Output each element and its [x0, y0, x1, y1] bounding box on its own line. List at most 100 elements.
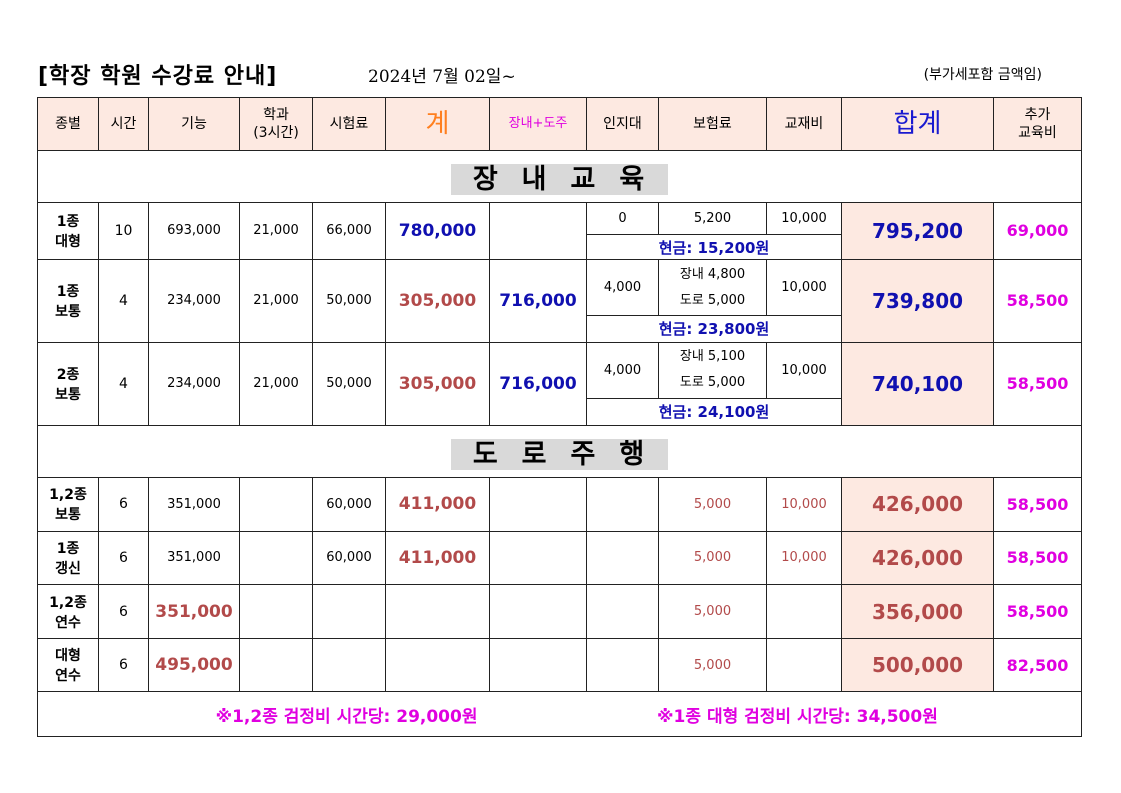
col-header-insurance: 보험료: [658, 97, 767, 151]
row-material: [766, 584, 842, 639]
table-row: 1종 갱신 6 351,000 60,000 411,000 5,000 10,0…: [37, 530, 1082, 586]
row-subtotal: [385, 584, 490, 639]
col-header-subtotal: 계: [385, 97, 490, 151]
row-stamp: 0: [586, 202, 659, 236]
row-skill: 693,000: [148, 202, 240, 260]
col-header-extra-line1: 추가: [1024, 106, 1051, 123]
row-insurance: 5,000: [658, 530, 767, 586]
table-header-row: 종별 시간 기능 학과 (3시간) 시험료 계 장내+도주 인지대 보험료 교재…: [37, 97, 1082, 151]
tuition-table: 종별 시간 기능 학과 (3시간) 시험료 계 장내+도주 인지대 보험료 교재…: [37, 97, 1082, 737]
row-skill: 234,000: [148, 258, 240, 343]
row-theory: [239, 637, 313, 693]
row-course-road: [489, 584, 587, 639]
row-hours: 6: [98, 584, 149, 639]
col-header-course-road: 장내+도주: [489, 97, 587, 151]
row-insurance-road: 도로 5,000: [679, 292, 746, 308]
row-exam: 60,000: [312, 530, 386, 586]
row-skill: 234,000: [148, 341, 240, 426]
row-type: 1,2종 보통: [37, 477, 99, 532]
row-stamp: 4,000: [586, 341, 659, 400]
section-road-label: 도로주행: [450, 438, 669, 470]
col-header-theory-line1: 학과: [263, 106, 289, 123]
row-theory: 21,000: [239, 202, 313, 260]
row-type: 1종 갱신: [37, 530, 99, 586]
row-insurance: 5,200: [658, 202, 767, 236]
row-material: 10,000: [766, 530, 842, 586]
row-extra: 58,500: [993, 341, 1082, 426]
row-exam: 66,000: [312, 202, 386, 260]
table-row: 2종 보통 4 234,000 21,000 50,000 305,000 716…: [37, 341, 1082, 426]
row-total: 795,200: [841, 202, 994, 260]
row-type-line1: 1종: [56, 283, 80, 300]
row-type: 2종 보통: [37, 341, 99, 426]
footer-note-class1-large: ※1종 대형 검정비 시간당: 34,500원: [657, 706, 938, 727]
row-type-line2: 보통: [55, 303, 81, 320]
row-type-line1: 1종: [56, 213, 80, 230]
row-insurance: 5,000: [658, 477, 767, 532]
row-type-line1: 1,2종: [49, 594, 87, 611]
row-extra: 82,500: [993, 637, 1082, 693]
footer-notes: ※1,2종 검정비 시간당: 29,000원 ※1종 대형 검정비 시간당: 3…: [37, 691, 1082, 737]
row-course-road: [489, 202, 587, 260]
row-hours: 6: [98, 637, 149, 693]
row-type-line1: 2종: [56, 366, 80, 383]
row-type: 대형 연수: [37, 637, 99, 693]
row-type-line2: 보통: [55, 507, 81, 524]
row-subtotal: 780,000: [385, 202, 490, 260]
col-header-stamp: 인지대: [586, 97, 659, 151]
row-material: 10,000: [766, 202, 842, 236]
row-theory: 21,000: [239, 341, 313, 426]
row-exam: 50,000: [312, 258, 386, 343]
row-extra: 58,500: [993, 530, 1082, 586]
row-material: 10,000: [766, 477, 842, 532]
col-header-theory: 학과 (3시간): [239, 97, 313, 151]
row-theory: 21,000: [239, 258, 313, 343]
row-hours: 6: [98, 477, 149, 532]
row-stamp: [586, 637, 659, 693]
row-subtotal: [385, 637, 490, 693]
row-course-road: [489, 637, 587, 693]
vat-note: (부가세포함 금액임): [923, 67, 1042, 83]
section-course-label: 장내교육: [450, 163, 669, 195]
row-exam: 50,000: [312, 341, 386, 426]
table-row: 1,2종 보통 6 351,000 60,000 411,000 5,000 10…: [37, 477, 1082, 532]
row-stamp: [586, 584, 659, 639]
table-row: 1종 보통 4 234,000 21,000 50,000 305,000 716…: [37, 258, 1082, 343]
row-extra: 58,500: [993, 477, 1082, 532]
row-cash-total: 현금: 23,800원: [586, 315, 842, 343]
row-theory: [239, 477, 313, 532]
col-header-exam: 시험료: [312, 97, 386, 151]
col-header-extra-line2: 교육비: [1018, 124, 1057, 141]
row-total: 500,000: [841, 637, 994, 693]
row-exam: [312, 584, 386, 639]
row-theory: [239, 530, 313, 586]
row-course-road: [489, 477, 587, 532]
footer-note-class12: ※1,2종 검정비 시간당: 29,000원: [215, 706, 478, 727]
col-header-theory-line2: (3시간): [253, 124, 299, 141]
row-insurance: 장내 4,800 도로 5,000: [658, 258, 767, 317]
row-total: 356,000: [841, 584, 994, 639]
row-material: 10,000: [766, 258, 842, 317]
effective-date: 2024년 7월 02일~: [368, 67, 516, 87]
row-type-line2: 연수: [55, 614, 81, 631]
row-insurance: 장내 5,100 도로 5,000: [658, 341, 767, 400]
row-course-road: [489, 530, 587, 586]
row-type-line2: 대형: [55, 233, 81, 250]
row-total: 426,000: [841, 530, 994, 586]
row-type-line2: 연수: [55, 668, 81, 685]
row-extra: 58,500: [993, 258, 1082, 343]
row-insurance: 5,000: [658, 637, 767, 693]
row-total: 740,100: [841, 341, 994, 426]
col-header-hours: 시간: [98, 97, 149, 151]
row-stamp: [586, 477, 659, 532]
page-header: [학장 학원 수강료 안내] 2024년 7월 02일~ (부가세포함 금액임): [38, 56, 1082, 90]
table-row: 대형 연수 6 495,000 5,000 500,000 82,500: [37, 637, 1082, 693]
row-hours: 4: [98, 341, 149, 426]
section-course-training: 장내교육: [37, 149, 1082, 204]
row-course-road: 716,000: [489, 341, 587, 426]
row-insurance-course: 장내 4,800: [679, 266, 746, 282]
row-skill: 495,000: [148, 637, 240, 693]
page-title: [학장 학원 수강료 안내]: [38, 64, 278, 89]
row-type-line2: 갱신: [55, 560, 81, 577]
